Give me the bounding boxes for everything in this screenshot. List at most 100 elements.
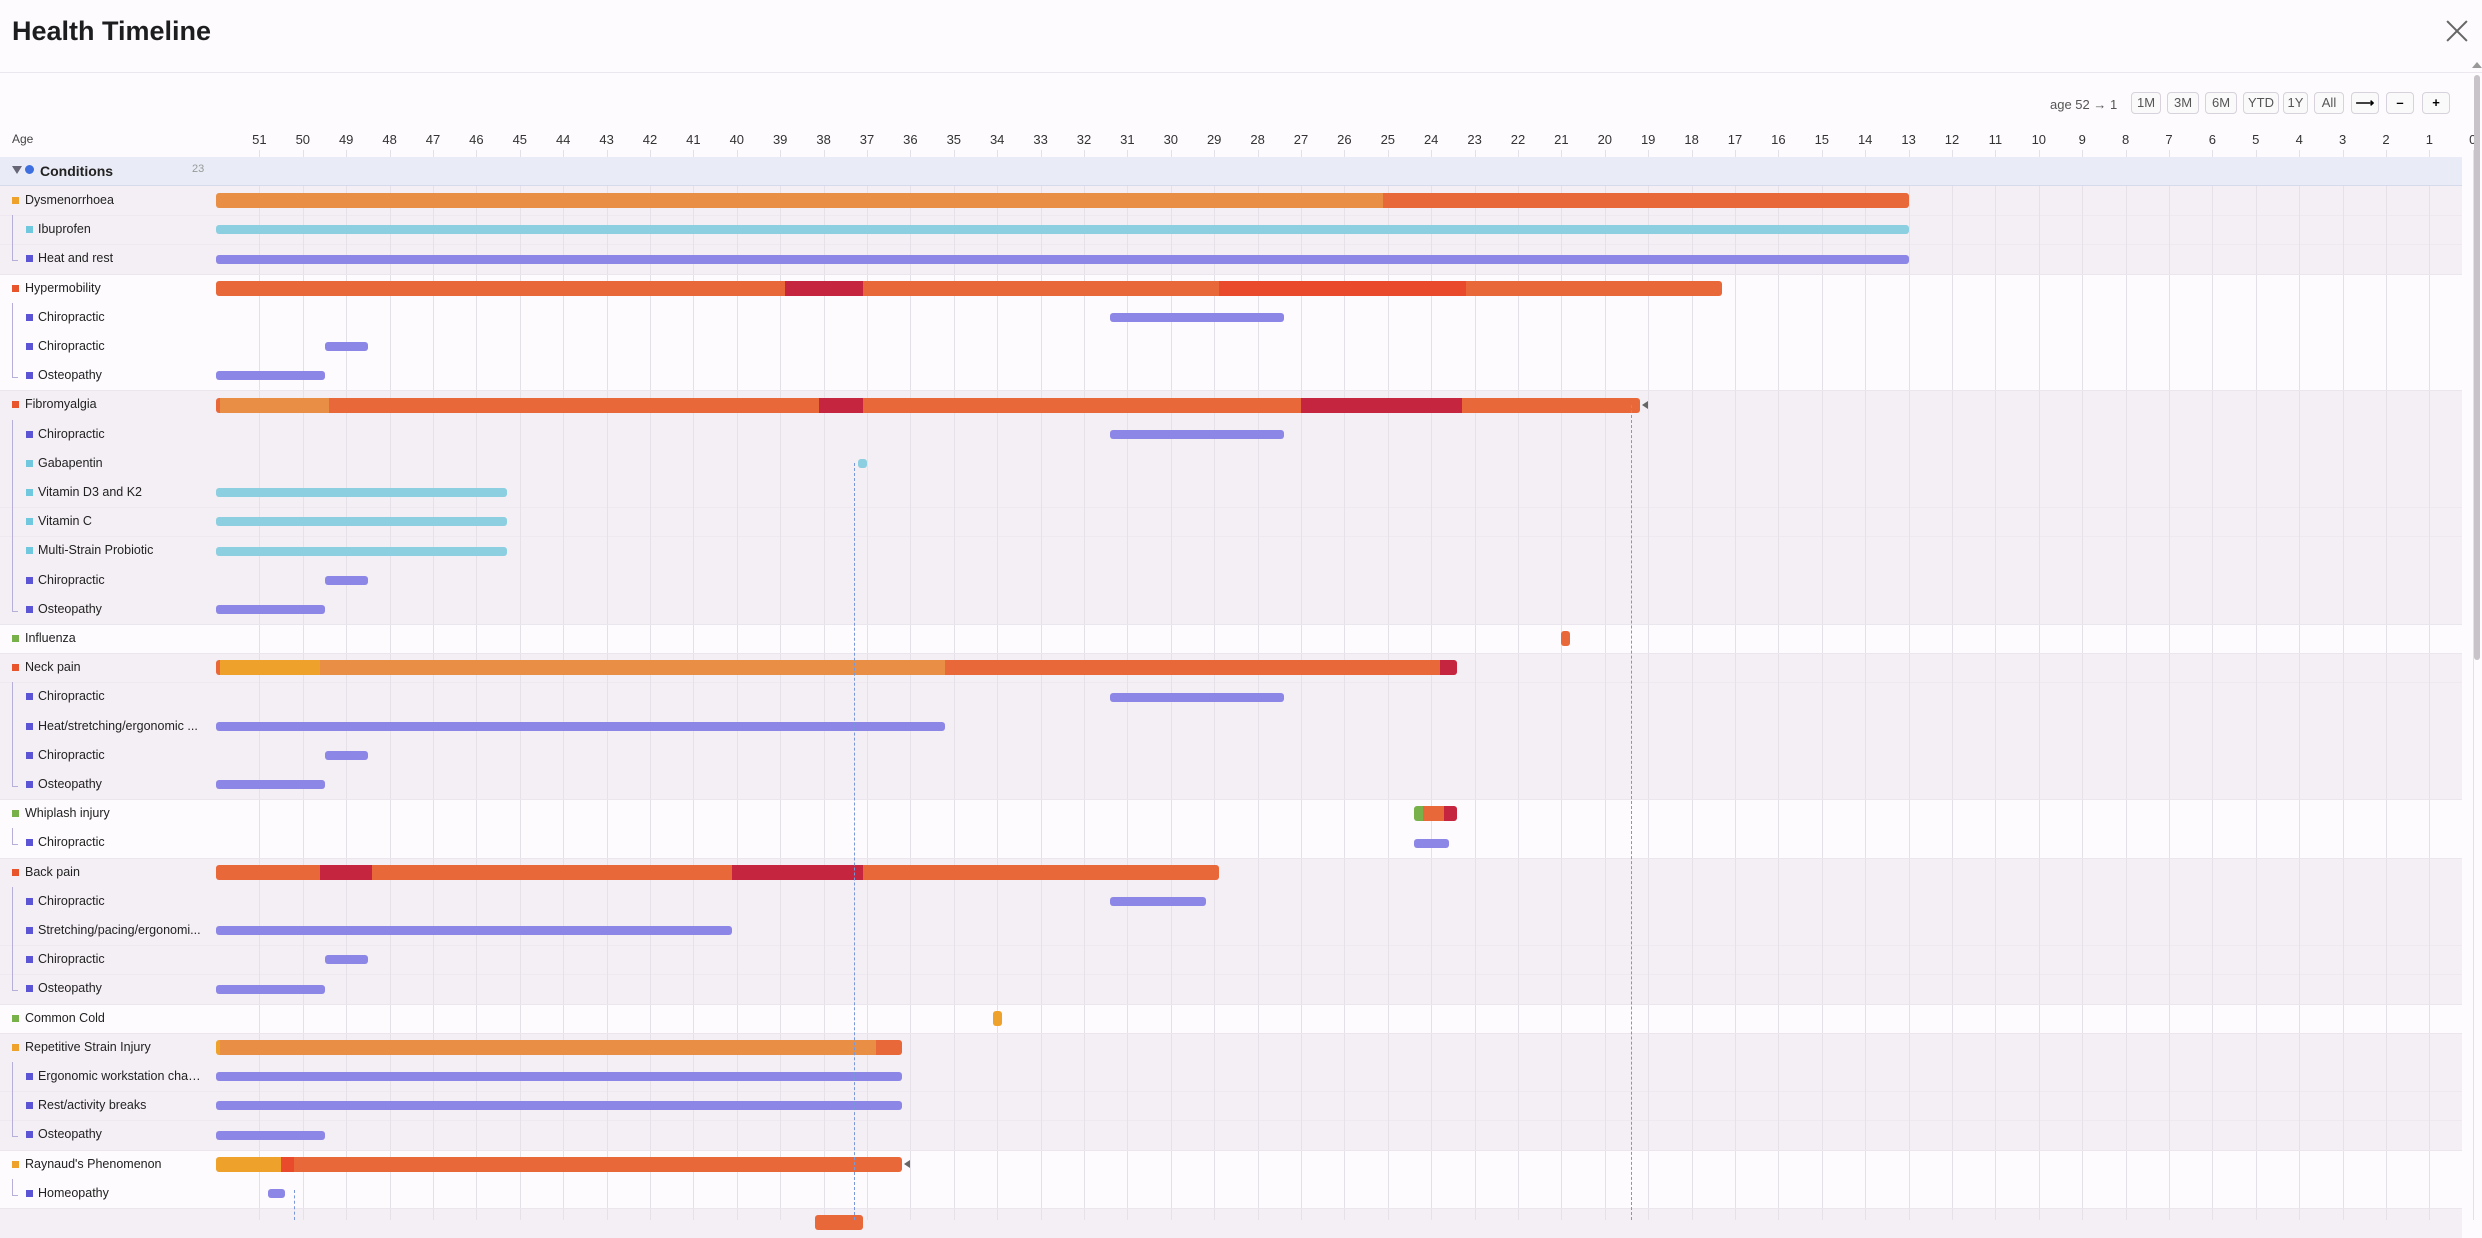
treatment-label[interactable]: Ibuprofen — [38, 222, 91, 237]
condition-label[interactable]: Dysmenorrhoea — [25, 193, 114, 207]
treatment-bar[interactable] — [1110, 896, 1206, 906]
zoom-1y-button[interactable]: 1Y — [2283, 92, 2308, 114]
grid-line — [997, 150, 998, 1220]
condition-bar[interactable] — [1561, 631, 1571, 647]
treatment-bar[interactable] — [216, 225, 1909, 235]
age-tick: 40 — [729, 132, 745, 147]
treatment-label[interactable]: Ergonomic workstation chan... — [38, 1069, 204, 1083]
condition-label[interactable]: Repetitive Strain Injury — [25, 1039, 151, 1054]
zoom-zoom-out-button[interactable]: – — [2386, 92, 2414, 114]
treatment-bar[interactable] — [216, 926, 733, 936]
treatment-label[interactable]: Chiropractic — [38, 952, 105, 967]
treatment-label[interactable]: Vitamin C — [38, 514, 92, 529]
treatment-bar[interactable] — [324, 955, 368, 965]
treatment-bar[interactable] — [1110, 429, 1284, 439]
treatment-label[interactable]: Chiropractic — [38, 835, 105, 850]
severity-segment — [216, 1039, 222, 1055]
treatment-bar[interactable] — [216, 488, 507, 498]
collapse-triangle-icon[interactable] — [12, 166, 22, 174]
treatment-label[interactable]: Osteopathy — [38, 601, 102, 616]
treatment-bar[interactable] — [1110, 692, 1284, 702]
treatment-bar[interactable] — [216, 604, 325, 614]
condition-bar[interactable] — [216, 1156, 902, 1172]
treatment-label[interactable]: Gabapentin — [38, 455, 103, 470]
treatment-bar[interactable] — [216, 371, 325, 381]
treatment-label[interactable]: Osteopathy — [38, 1127, 102, 1142]
treatment-label[interactable]: Chiropractic — [38, 339, 105, 353]
treatment-label[interactable]: Chiropractic — [38, 309, 105, 324]
treatment-bar[interactable] — [324, 750, 368, 760]
condition-label[interactable]: Hypermobility — [25, 280, 101, 295]
condition-label[interactable]: Neck pain — [25, 660, 81, 675]
zoom-zoom-in-button[interactable]: + — [2422, 92, 2450, 114]
vertical-scrollbar[interactable] — [2474, 75, 2480, 660]
close-icon[interactable] — [2442, 16, 2472, 46]
treatment-bar[interactable] — [216, 984, 325, 994]
treatment-bar[interactable] — [216, 721, 946, 731]
condition-bar[interactable] — [216, 660, 1458, 676]
conditions-group-header[interactable] — [0, 157, 2462, 186]
treatment-swatch-icon — [26, 839, 33, 847]
zoom-6m-button[interactable]: 6M — [2205, 92, 2237, 114]
condition-label[interactable]: Raynaud's Phenomenon — [25, 1156, 162, 1171]
condition-bar[interactable] — [216, 864, 1219, 880]
condition-label[interactable]: Back pain — [25, 864, 80, 879]
treatment-label[interactable]: Osteopathy — [38, 777, 102, 791]
treatment-label[interactable]: Stretching/pacing/ergonomi... — [38, 923, 201, 937]
condition-bar[interactable] — [216, 1039, 902, 1055]
treatment-bar[interactable] — [216, 546, 507, 556]
treatment-label[interactable]: Chiropractic — [38, 893, 105, 908]
condition-bar[interactable] — [814, 1215, 863, 1231]
treatment-label[interactable]: Vitamin D3 and K2 — [38, 485, 142, 499]
treatment-label[interactable]: Chiropractic — [38, 426, 105, 441]
treatment-swatch-icon — [26, 518, 33, 526]
treatment-swatch-icon — [26, 897, 33, 905]
age-tick: 23 — [1467, 132, 1482, 147]
condition-bar[interactable] — [216, 397, 1640, 413]
zoom-fit-arrow-button[interactable]: ⟶ — [2351, 92, 2379, 114]
condition-label[interactable]: Common Cold — [25, 1010, 105, 1025]
severity-segment — [875, 1039, 902, 1055]
treatment-label[interactable]: Rest/activity breaks — [38, 1098, 147, 1113]
scroll-up-icon[interactable] — [2472, 62, 2482, 68]
treatment-swatch-icon — [26, 372, 33, 380]
row-band — [0, 886, 2462, 917]
condition-label[interactable]: Influenza — [25, 631, 76, 645]
treatment-label[interactable]: Osteopathy — [38, 368, 102, 383]
severity-segment — [220, 397, 329, 413]
grid-line — [1475, 150, 1476, 1220]
treatment-bar[interactable] — [216, 254, 1909, 264]
condition-bar[interactable] — [992, 1010, 1002, 1026]
treatment-bar[interactable] — [1413, 838, 1449, 848]
tree-connector — [12, 786, 18, 788]
condition-bar[interactable] — [216, 280, 1722, 296]
age-tick: 7 — [2165, 132, 2173, 147]
treatment-label[interactable]: Osteopathy — [38, 981, 102, 996]
condition-bar[interactable] — [1413, 806, 1458, 822]
severity-segment — [1461, 397, 1640, 413]
treatment-label[interactable]: Multi-Strain Probiotic — [38, 543, 154, 558]
treatment-label[interactable]: Heat/stretching/ergonomic ... — [38, 718, 198, 733]
treatment-bar[interactable] — [324, 342, 368, 352]
condition-bar[interactable] — [216, 193, 1909, 209]
treatment-bar[interactable] — [324, 575, 368, 585]
treatment-label[interactable]: Homeopathy — [38, 1185, 109, 1200]
treatment-bar[interactable] — [216, 1130, 325, 1140]
treatment-bar[interactable] — [216, 517, 507, 527]
zoom-all-button[interactable]: All — [2314, 92, 2344, 114]
treatment-label[interactable]: Heat and rest — [38, 251, 114, 266]
treatment-bar[interactable] — [1110, 312, 1284, 322]
treatment-label[interactable]: Chiropractic — [38, 572, 105, 587]
treatment-label[interactable]: Chiropractic — [38, 747, 105, 762]
treatment-bar[interactable] — [216, 1072, 902, 1082]
treatment-bar[interactable] — [216, 780, 325, 790]
condition-label[interactable]: Whiplash injury — [25, 806, 110, 821]
treatment-bar[interactable] — [268, 1188, 286, 1198]
zoom-3m-button[interactable]: 3M — [2167, 92, 2199, 114]
treatment-bar[interactable] — [216, 1101, 902, 1111]
treatment-bar[interactable] — [858, 458, 867, 468]
zoom-1m-button[interactable]: 1M — [2131, 92, 2161, 114]
condition-label[interactable]: Fibromyalgia — [25, 397, 97, 412]
zoom-ytd-button[interactable]: YTD — [2243, 92, 2279, 114]
treatment-label[interactable]: Chiropractic — [38, 689, 105, 704]
